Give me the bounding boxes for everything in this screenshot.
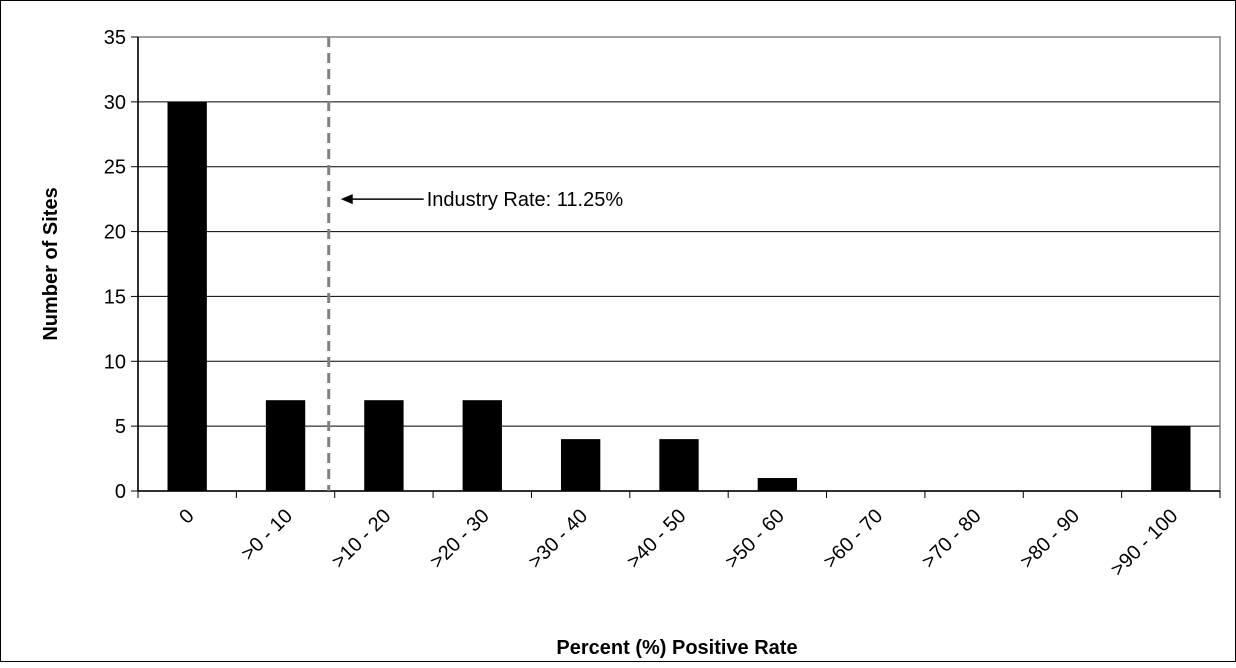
bar (462, 400, 502, 491)
bar (265, 400, 306, 491)
bars (167, 101, 1191, 491)
bar (364, 400, 404, 491)
y-tick-label: 25 (104, 157, 126, 179)
x-tick-labels: 0 >0 - 10 >10 - 20 >20 - 30 >30 - 40 >40 - 50… (175, 505, 1182, 581)
annotation-arrowhead (340, 194, 353, 205)
x-tick-label: >40 - 50 (623, 505, 691, 573)
x-tick-label: 0 (175, 505, 198, 528)
y-tick-label: 30 (104, 92, 126, 114)
x-tick-label: >20 - 30 (426, 505, 494, 573)
x-tick-label: >60 - 70 (819, 505, 887, 573)
x-tick-label: >90 - 100 (1107, 505, 1183, 581)
industry-rate-label: Industry Rate: 11.25% (427, 189, 624, 211)
x-tick-label: >70 - 80 (918, 505, 986, 573)
reference-line-group: Industry Rate: 11.25% (327, 37, 624, 491)
y-axis-title: Number of Sites (40, 187, 62, 340)
x-tick-label: >10 - 20 (328, 505, 396, 573)
gridlines (138, 101, 1220, 427)
y-tick-label: 35 (104, 27, 126, 49)
x-tick-label: >80 - 90 (1016, 505, 1084, 573)
y-tick-label: 5 (115, 416, 126, 438)
bar (167, 101, 207, 491)
x-tick-label: >0 - 10 (237, 505, 297, 565)
y-tick-label: 10 (104, 351, 126, 373)
y-tick-label: 0 (115, 481, 126, 503)
bar (560, 439, 601, 491)
axes (131, 36, 1221, 498)
y-tick-labels: 0 5 10 15 20 25 30 35 (104, 27, 126, 503)
x-axis-title: Percent (%) Positive Rate (556, 637, 797, 659)
x-tick-label: >30 - 40 (524, 505, 592, 573)
y-tick-label: 20 (104, 222, 126, 244)
bar (757, 478, 798, 491)
bar (1151, 426, 1191, 491)
bar (659, 439, 699, 491)
x-tick-label: >50 - 60 (721, 505, 789, 573)
y-tick-label: 15 (104, 286, 126, 308)
